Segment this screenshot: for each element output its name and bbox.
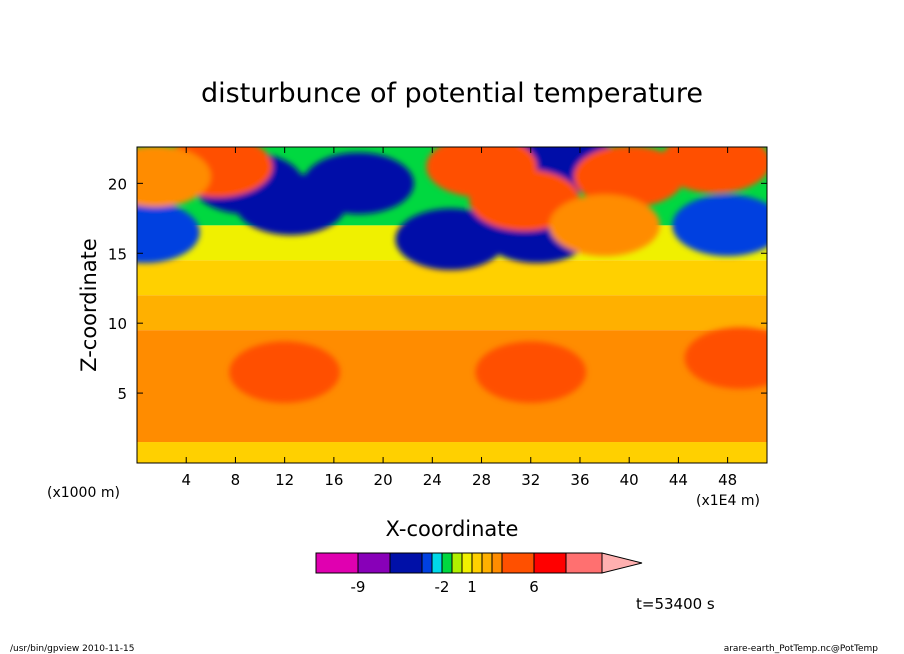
colorbar-segment <box>471 552 483 574</box>
field-cell-17 <box>684 327 767 389</box>
field-cells <box>137 147 767 403</box>
field-cell-6 <box>672 194 767 257</box>
chart-title: disturbunce of potential temperature <box>201 78 703 109</box>
y-tick-label: 20 <box>108 175 127 193</box>
colorbar-arrow <box>601 552 643 574</box>
x-axis: 4 8 12 16 20 24 28 32 36 40 44 48 <box>181 147 737 489</box>
field-cell-14 <box>549 194 660 257</box>
colorbar-segment <box>501 552 535 574</box>
colorbar-segment <box>565 552 603 574</box>
colorbar-segment <box>461 552 473 574</box>
field-cell-11 <box>573 147 685 208</box>
colorbar-segment <box>357 552 391 574</box>
y-tick-label: 15 <box>108 245 127 263</box>
field-band-2 <box>137 295 767 331</box>
colorbar-segment <box>533 552 567 574</box>
y-tick-label: 5 <box>117 385 127 403</box>
field-cell-15 <box>229 341 341 403</box>
x-axis-label: X-coordinate <box>386 517 519 541</box>
field-cell-16 <box>475 341 587 403</box>
field-band-1 <box>137 330 767 443</box>
x-tick-label: 32 <box>521 471 540 489</box>
x-tick-label: 4 <box>181 471 191 489</box>
x-tick-label: 24 <box>423 471 442 489</box>
colorbar-segment <box>441 552 453 574</box>
x-tick-label: 44 <box>669 471 688 489</box>
x-tick-label: 20 <box>374 471 393 489</box>
field-cell-2 <box>303 152 414 215</box>
colorbar: -9 -2 1 6 <box>315 552 643 596</box>
y-tick-label: 10 <box>108 315 127 333</box>
y-axis-label: Z-coordinate <box>77 238 101 372</box>
colorbar-tick-label: -2 <box>435 578 450 596</box>
x-tick-label: 16 <box>324 471 343 489</box>
footer-right: arare-earth_PotTemp.nc@PotTemp <box>724 644 879 654</box>
x-tick-label: 12 <box>275 471 294 489</box>
x-unit-left: (x1000 m) <box>47 485 120 501</box>
x-tick-label: 8 <box>231 471 241 489</box>
x-unit-right: (x1E4 m) <box>696 493 760 509</box>
colorbar-segment <box>389 552 423 574</box>
x-tick-label: 36 <box>570 471 589 489</box>
x-tick-label: 40 <box>620 471 639 489</box>
time-label: t=53400 s <box>636 595 715 613</box>
x-tick-label: 28 <box>472 471 491 489</box>
colorbar-segment <box>451 552 463 574</box>
colorbar-tick-label: -9 <box>351 578 366 596</box>
colorbar-tick-label: 6 <box>529 578 539 596</box>
y-axis: 5 10 15 20 <box>108 175 767 403</box>
colorbar-tick-label: 1 <box>467 578 477 596</box>
field-cell-9 <box>137 147 211 208</box>
field-cell-5 <box>395 208 507 271</box>
footer-left: /usr/bin/gpview 2010-11-15 <box>10 644 134 654</box>
colorbar-segment <box>315 552 359 574</box>
plot-area <box>137 147 767 463</box>
field-cell-12 <box>659 147 767 194</box>
colorbar-segment <box>491 552 503 574</box>
field-band-0 <box>137 442 767 463</box>
field-cell-7 <box>137 201 200 264</box>
colorbar-segment <box>421 552 433 574</box>
colorbar-segment <box>481 552 493 574</box>
colorbar-segment <box>431 552 443 574</box>
plot-frame <box>136 146 768 464</box>
x-tick-label: 48 <box>718 471 737 489</box>
